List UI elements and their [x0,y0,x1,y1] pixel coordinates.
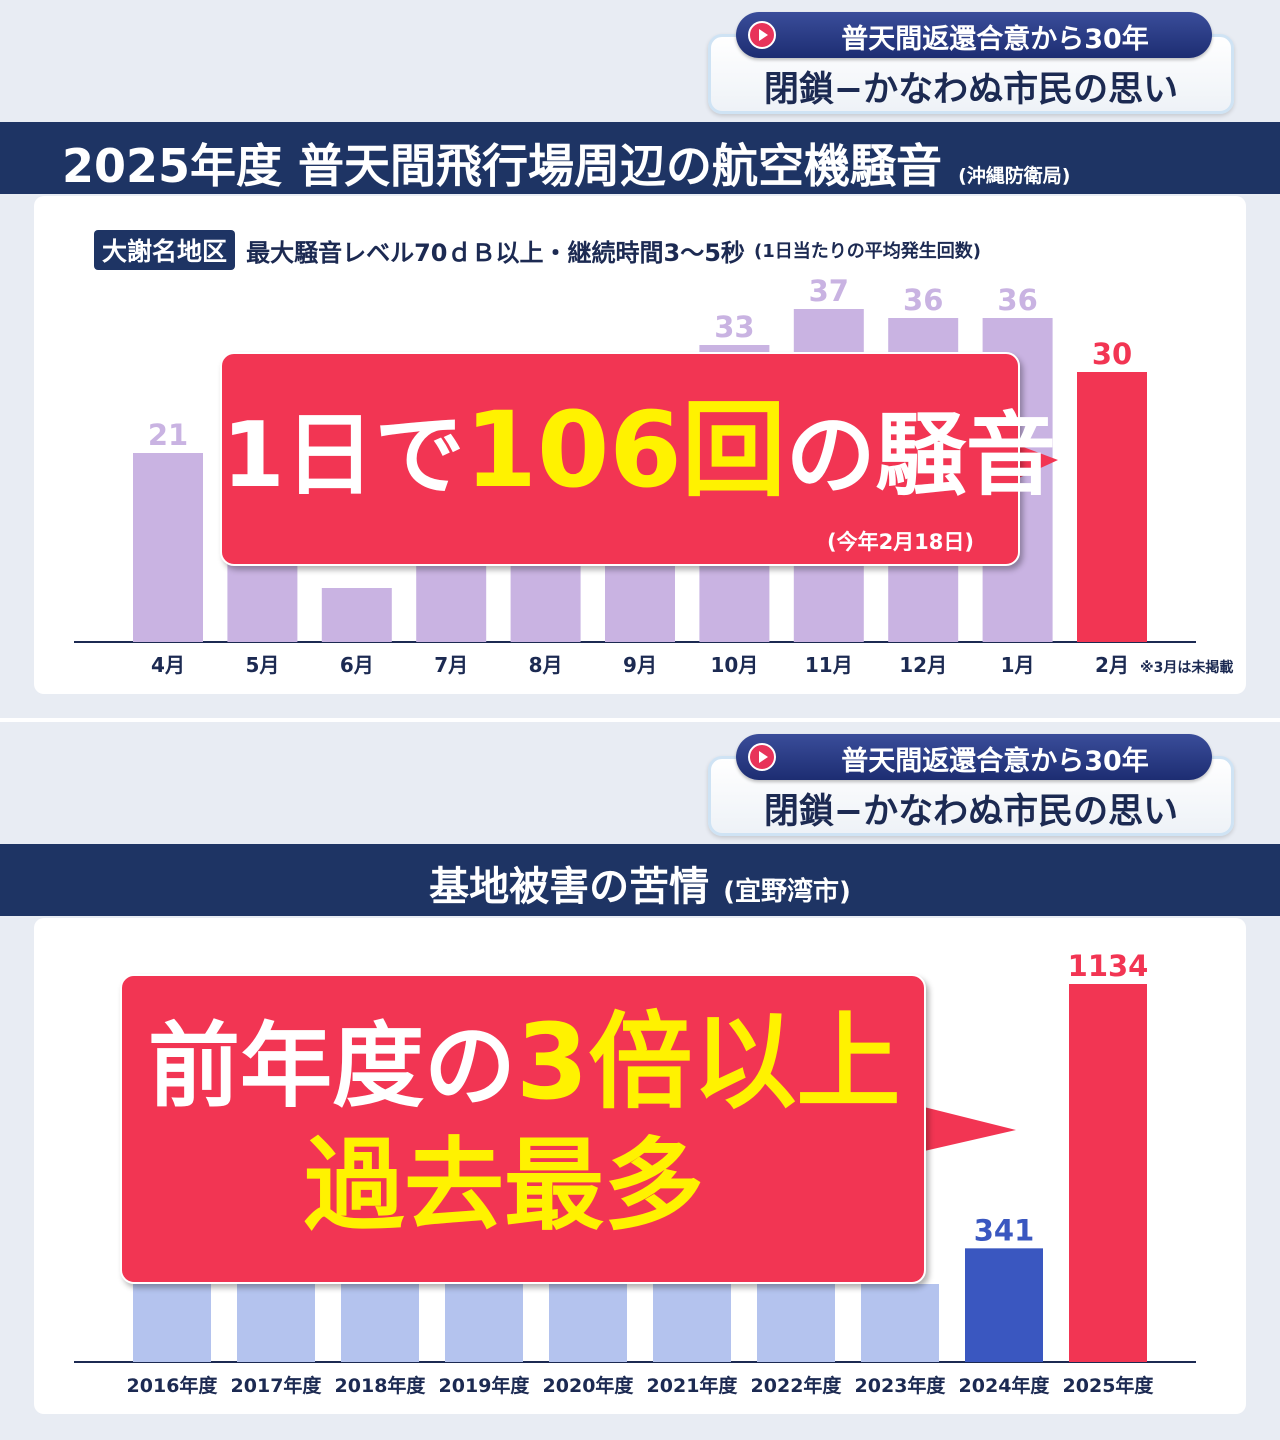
chart-subtitle: 大謝名地区 最大騒音レベル70ｄＢ以上・継続時間3〜5秒 (1日当たりの平均発生… [94,230,981,270]
callout-suffix: の騒音 [785,403,1056,508]
callout-box-2: 前年度の3倍以上 過去最多 [120,974,926,1284]
title-source: (宜野湾市) [723,877,851,907]
page-title: 2025年度 普天間飛行場周辺の航空機騒音 (沖縄防衛局) [62,130,1070,196]
data-label-1: 21 [148,418,188,452]
bar-11 [1077,372,1147,642]
tick-label-5: 2020年度 [543,1374,635,1397]
tick-label-10: 2025年度 [1063,1374,1155,1397]
data-label-8: 37 [809,274,849,308]
title-source: (沖縄防衛局) [958,165,1071,187]
tick-label-7: 10月 [710,653,758,677]
bar-8 [861,1284,939,1362]
footnote: ※3月は未掲載 [1140,660,1234,676]
tick-label-4: 2019年度 [439,1374,531,1397]
tick-label-2: 5月 [245,653,279,677]
banner-pill: 普天間返還合意から30年 [736,734,1212,780]
data-label-9: 36 [903,283,943,317]
banner-pill: 普天間返還合意から30年 [736,12,1212,58]
callout-date: (今年2月18日) [826,530,974,554]
callout-number: 106回 [464,389,786,511]
callout-tail [920,1106,1016,1152]
tick-label-6: 2021年度 [647,1374,739,1397]
tick-label-11: 2月 [1095,653,1129,677]
tick-label-1: 4月 [151,653,185,677]
banner-line2: 閉鎖−かなわぬ市民の思い [763,792,1179,832]
tick-label-6: 9月 [623,653,657,677]
data-label-10: 1134 [1068,949,1149,983]
tick-label-2: 2017年度 [231,1374,323,1397]
bar-4 [445,1284,523,1362]
area-badge: 大謝名地区 [94,230,236,270]
bar-7 [757,1284,835,1362]
tick-label-1: 2016年度 [127,1374,219,1397]
play-icon [748,21,776,49]
tick-label-3: 2018年度 [335,1374,427,1397]
title-bar: 2025年度 普天間飛行場周辺の航空機騒音 (沖縄防衛局) [0,122,1280,194]
callout-bubble: 1日で106回の騒音 (今年2月18日) [220,352,1090,566]
data-label-7: 33 [714,310,754,344]
callout-main: 1日で106回の騒音 [222,398,1056,502]
tick-label-4: 7月 [434,653,468,677]
callout-bubble-2: 前年度の3倍以上 過去最多 [120,974,1020,1284]
callout-line2: 過去最多 [304,1127,704,1244]
play-icon [748,743,776,771]
tick-label-9: 12月 [899,653,947,677]
tick-label-10: 1月 [1001,653,1035,677]
bar-6 [653,1284,731,1362]
noise-panel: 閉鎖−かなわぬ市民の思い 普天間返還合意から30年 2025年度 普天間飛行場周… [0,0,1280,718]
callout-highlight: 3倍以上 [516,1001,901,1123]
bar-9 [965,1248,1043,1362]
subtitle-description: 最大騒音レベル70ｄＢ以上・継続時間3〜5秒 [246,238,745,267]
subtitle-note: (1日当たりの平均発生回数) [754,241,981,262]
callout-tail [1010,442,1058,482]
callout-prefix: 前年度の [148,1013,517,1120]
title-text: 基地被害の苦情 [429,864,710,910]
banner-line1: 普天間返還合意から30年 [841,746,1149,777]
complaint-bar-chart: 2016年度 2017年度 2018年度 2019年度 2020年度 2021年度 2022… [74,949,1196,1397]
data-label-11: 30 [1092,337,1132,371]
banner-line2: 閉鎖−かなわぬ市民の思い [763,70,1179,110]
bar-2 [237,1284,315,1362]
callout-line1: 前年度の3倍以上 [148,1010,900,1114]
banner-line1: 普天間返還合意から30年 [841,24,1149,55]
callout-prefix: 1日で [222,403,465,508]
panel-divider [0,718,1280,722]
bar-3 [321,588,392,642]
bar-3 [341,1284,419,1362]
complaint-panel: 閉鎖−かなわぬ市民の思い 普天間返還合意から30年 基地被害の苦情 (宜野湾市)… [0,722,1280,1440]
bar-1 [133,1284,211,1362]
bar-10 [1069,984,1147,1362]
tick-label-8: 11月 [805,653,853,677]
tick-label-3: 6月 [340,653,374,677]
tick-label-5: 8月 [529,653,563,677]
program-banner: 閉鎖−かなわぬ市民の思い 普天間返還合意から30年 [704,12,1238,116]
bar-1 [133,453,203,642]
tick-label-9: 2024年度 [959,1374,1051,1397]
data-label-10: 36 [997,283,1037,317]
tick-label-7: 2022年度 [751,1374,843,1397]
title-bar-2: 基地被害の苦情 (宜野湾市) [0,844,1280,916]
title-text: 2025年度 普天間飛行場周辺の航空機騒音 [62,139,943,193]
page-title-2: 基地被害の苦情 (宜野湾市) [0,854,1280,912]
bar-5 [549,1284,627,1362]
program-banner-2: 閉鎖−かなわぬ市民の思い 普天間返還合意から30年 [704,734,1238,838]
data-label-9: 341 [974,1213,1035,1247]
callout-box: 1日で106回の騒音 (今年2月18日) [220,352,1056,566]
tick-label-8: 2023年度 [855,1374,947,1397]
